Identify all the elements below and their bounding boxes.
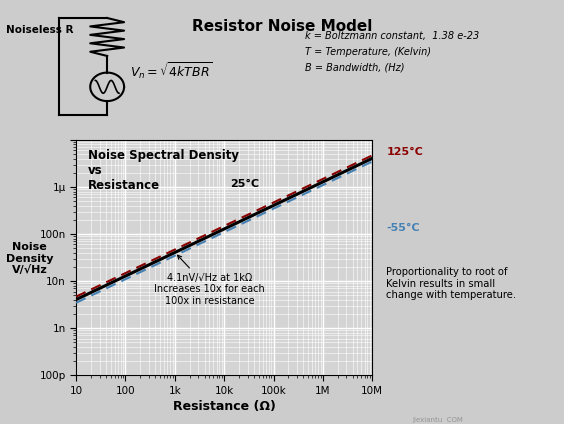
Text: k = Boltzmann constant,  1.38 e-23: k = Boltzmann constant, 1.38 e-23 bbox=[305, 31, 479, 41]
Text: -55°C: -55°C bbox=[386, 223, 420, 233]
Text: B = Bandwidth, (Hz): B = Bandwidth, (Hz) bbox=[305, 62, 404, 73]
Text: Noise Spectral Density
vs
Resistance: Noise Spectral Density vs Resistance bbox=[88, 149, 239, 192]
Text: Resistor Noise Model: Resistor Noise Model bbox=[192, 19, 372, 34]
Text: Proportionality to root of
Kelvin results in small
change with temperature.: Proportionality to root of Kelvin result… bbox=[386, 267, 517, 300]
Text: 25°C: 25°C bbox=[230, 179, 259, 189]
Text: 4.1nV/√Hz at 1kΩ
Increases 10x for each
100x in resistance: 4.1nV/√Hz at 1kΩ Increases 10x for each … bbox=[154, 255, 265, 306]
Text: 125°C: 125°C bbox=[386, 147, 423, 157]
X-axis label: Resistance (Ω): Resistance (Ω) bbox=[173, 400, 276, 413]
Text: Noiseless R: Noiseless R bbox=[6, 25, 73, 35]
Text: $V_n = \sqrt{4kTBR}$: $V_n = \sqrt{4kTBR}$ bbox=[130, 60, 212, 81]
Text: T = Temperature, (Kelvin): T = Temperature, (Kelvin) bbox=[305, 47, 430, 57]
Text: jiexiantu  COM: jiexiantu COM bbox=[412, 417, 462, 423]
Text: Noise
Density
V/√Hz: Noise Density V/√Hz bbox=[6, 242, 53, 275]
